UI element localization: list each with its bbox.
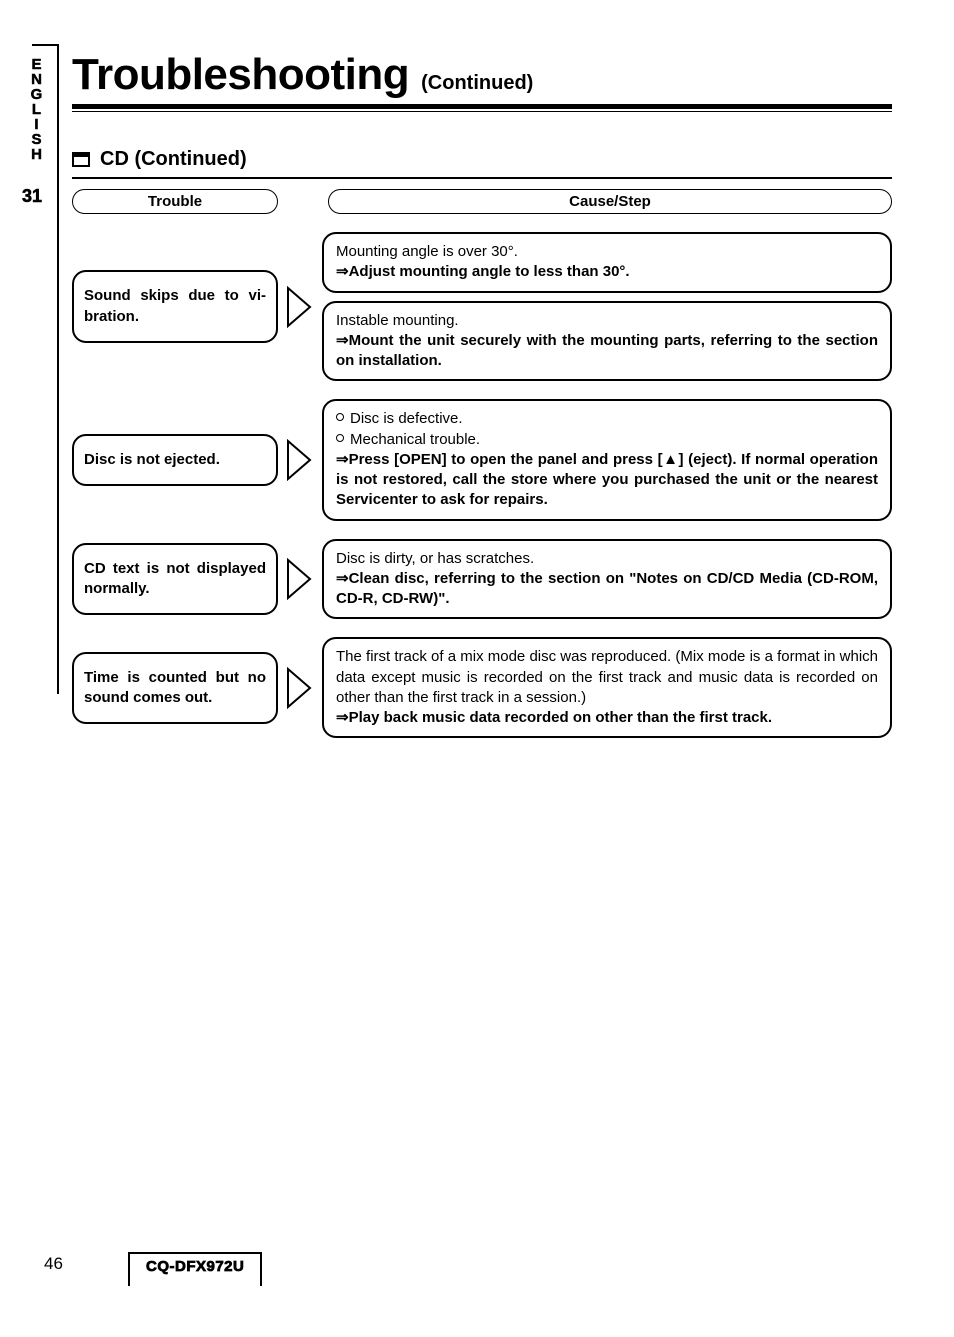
- cause-step: ⇒Adjust mounting angle to less than 30°.: [336, 262, 878, 282]
- cause-column: Disc is defective. Mechanical trouble. ⇒…: [322, 399, 892, 520]
- cause-column: Mounting angle is over 30°. ⇒Adjust moun…: [322, 232, 892, 381]
- section-heading-text: CD (Continued): [100, 148, 247, 171]
- cause-text: Disc is defective.: [350, 409, 463, 429]
- trouble-cell: Sound skips due to vi­bration.: [72, 270, 278, 343]
- page-title-continued: (Continued): [421, 72, 533, 95]
- page-title: Troubleshooting: [72, 50, 409, 100]
- cause-cell: Instable mounting. ⇒Mount the unit secur…: [322, 301, 892, 382]
- sidebar-rule: [57, 44, 59, 694]
- table-row: Sound skips due to vi­bration. Mounting …: [72, 232, 892, 381]
- trouble-text: Sound skips due to vi­bration.: [84, 286, 266, 327]
- title-rule-thick: [72, 104, 892, 109]
- cause-step: ⇒Press [OPEN] to open the panel and pres…: [336, 450, 878, 511]
- page-number: 46: [44, 1254, 63, 1274]
- section-rule: [72, 177, 892, 179]
- section-heading: CD (Continued): [72, 148, 892, 171]
- bullet-icon: [336, 434, 344, 442]
- cause-cell: Mounting angle is over 30°. ⇒Adjust moun…: [322, 232, 892, 293]
- table-row: CD text is not displayed normally. Disc …: [72, 539, 892, 620]
- cause-step: ⇒Clean disc, referring to the section on…: [336, 569, 878, 610]
- sidebar-number: 31: [22, 186, 42, 207]
- cause-text: Mechanical trouble.: [350, 430, 480, 450]
- cause-cell: The first track of a mix mode disc was r…: [322, 637, 892, 738]
- title-row: Troubleshooting (Continued): [72, 50, 892, 100]
- trouble-text: Disc is not ejected.: [84, 450, 220, 470]
- header-trouble: Trouble: [72, 189, 278, 214]
- cause-text: The first track of a mix mode disc was r…: [336, 647, 878, 708]
- cause-column: The first track of a mix mode disc was r…: [322, 637, 892, 738]
- model-label: CQ-DFX972U: [146, 1258, 244, 1275]
- cause-cell: Disc is dirty, or has scratches. ⇒Clean …: [322, 539, 892, 620]
- cause-step: ⇒Mount the unit securely with the mounti…: [336, 331, 878, 372]
- bullet-item: Disc is defective.: [336, 409, 878, 429]
- cause-cell: Disc is defective. Mechanical trouble. ⇒…: [322, 399, 892, 520]
- cause-step: ⇒Play back music data recorded on other …: [336, 708, 878, 728]
- column-headers: Trouble Cause/Step: [72, 189, 892, 214]
- table-row: Disc is not ejected. Disc is defective. …: [72, 399, 892, 520]
- arrow-icon: [286, 558, 314, 600]
- cause-text: Disc is dirty, or has scratches.: [336, 549, 878, 569]
- main-content: Troubleshooting (Continued) CD (Continue…: [72, 50, 892, 738]
- cause-text: Mounting angle is over 30°.: [336, 242, 878, 262]
- bullet-icon: [336, 413, 344, 421]
- title-rule-thin: [72, 111, 892, 112]
- trouble-text: Time is counted but no sound comes out.: [84, 668, 266, 709]
- model-box: CQ-DFX972U: [128, 1252, 262, 1286]
- cause-column: Disc is dirty, or has scratches. ⇒Clean …: [322, 539, 892, 620]
- arrow-icon: [286, 439, 314, 481]
- trouble-text: CD text is not displayed normally.: [84, 559, 266, 600]
- sidebar-corner: [32, 44, 58, 46]
- cause-text: Instable mounting.: [336, 311, 878, 331]
- trouble-cell: CD text is not displayed normally.: [72, 543, 278, 616]
- language-label: ENGLISH: [28, 56, 45, 161]
- table-row: Time is counted but no sound comes out. …: [72, 637, 892, 738]
- bullet-item: Mechanical trouble.: [336, 430, 878, 450]
- arrow-icon: [286, 286, 314, 328]
- trouble-cell: Disc is not ejected.: [72, 434, 278, 486]
- trouble-cell: Time is counted but no sound comes out.: [72, 652, 278, 725]
- header-cause: Cause/Step: [328, 189, 892, 214]
- arrow-icon: [286, 667, 314, 709]
- checkbox-icon: [72, 152, 90, 167]
